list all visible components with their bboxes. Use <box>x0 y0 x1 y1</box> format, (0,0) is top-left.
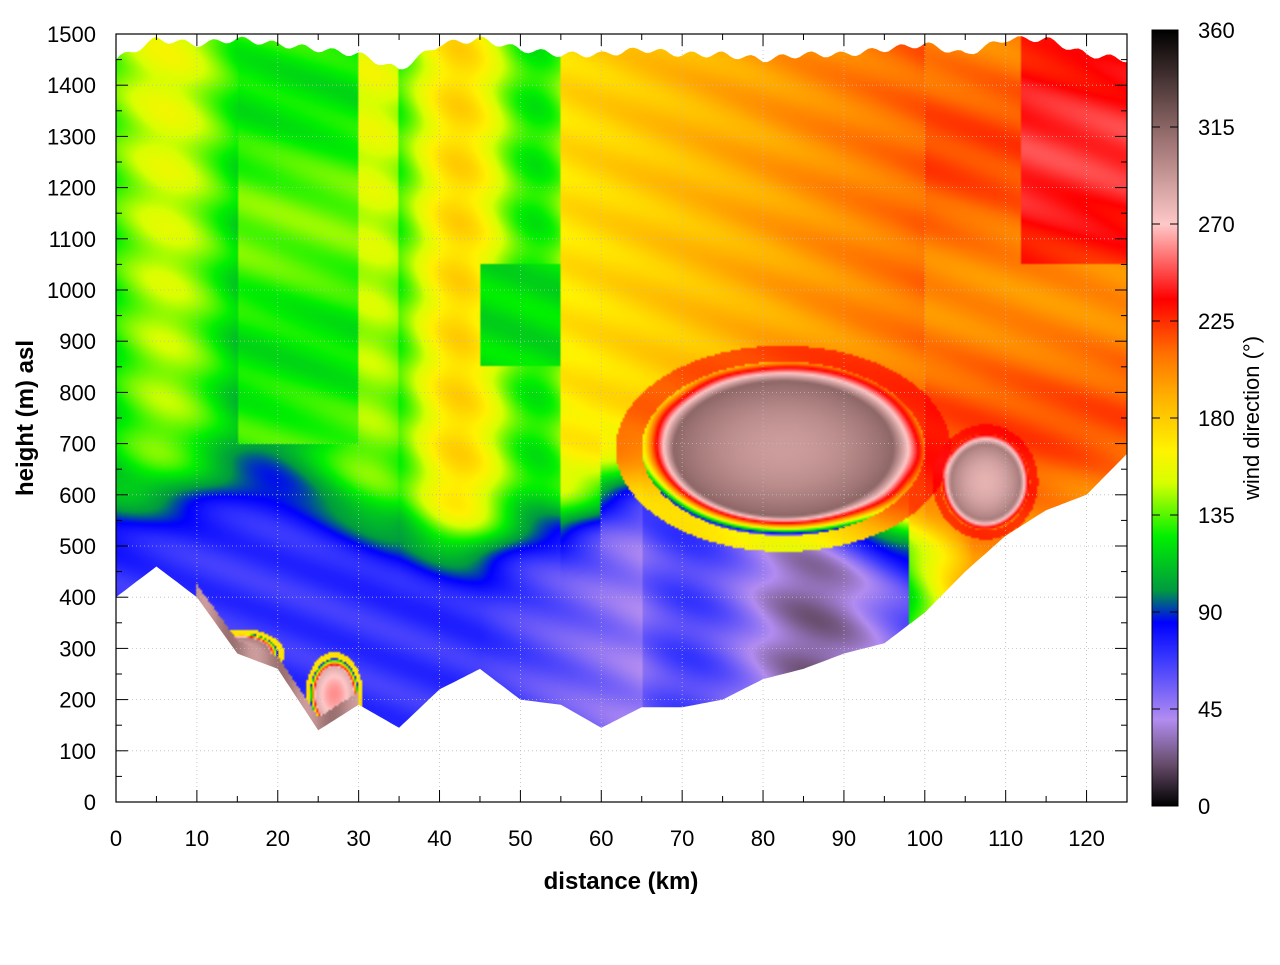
y-tick-label: 1500 <box>47 22 96 47</box>
y-tick-label: 400 <box>59 585 96 610</box>
x-tick-label: 20 <box>266 826 290 851</box>
y-tick-label: 1000 <box>47 278 96 303</box>
y-axis-ticks: 0 100 200 300 400 500 600 700 800 900 1000 1100 1200… <box>47 22 1127 815</box>
y-tick-label: 1100 <box>49 227 96 252</box>
x-tick-label: 60 <box>589 826 613 851</box>
colorbar-tick-label: 45 <box>1198 697 1222 722</box>
y-tick-label: 700 <box>59 432 96 457</box>
colorbar-tick-label: 315 <box>1198 115 1235 140</box>
colorbar-tick-label: 270 <box>1198 212 1235 237</box>
y-tick-label: 300 <box>59 636 96 661</box>
x-tick-label: 0 <box>110 826 122 851</box>
y-tick-label: 1200 <box>47 176 96 201</box>
y-tick-label: 200 <box>59 688 96 713</box>
colorbar: 0 45 90 135 180 225 270 315 360 wind direction (… <box>1151 18 1264 819</box>
x-tick-label: 40 <box>427 826 451 851</box>
x-tick-label: 10 <box>185 826 209 851</box>
x-tick-label: 80 <box>751 826 775 851</box>
grid-lines <box>115 33 1127 803</box>
y-tick-label: 600 <box>59 483 96 508</box>
y-tick-label: 900 <box>59 329 96 354</box>
x-tick-label: 90 <box>832 826 856 851</box>
colorbar-tick-label: 0 <box>1198 794 1210 819</box>
x-tick-label: 30 <box>346 826 370 851</box>
x-tick-label: 100 <box>906 826 943 851</box>
colorbar-tick-label: 90 <box>1198 600 1222 625</box>
y-tick-label: 800 <box>59 380 96 405</box>
x-axis-ticks: 0 10 20 30 40 50 60 70 80 90 100 110 120 <box>110 34 1105 851</box>
colorbar-ticks: 0 45 90 135 180 225 270 315 360 <box>1152 18 1235 819</box>
y-axis-label: height (m) asl <box>12 340 39 496</box>
x-tick-label: 110 <box>988 826 1023 851</box>
colorbar-tick-label: 180 <box>1198 406 1235 431</box>
y-tick-label: 500 <box>59 534 96 559</box>
x-tick-label: 50 <box>508 826 532 851</box>
colorbar-tick-label: 135 <box>1198 503 1235 528</box>
y-tick-label: 100 <box>59 739 96 764</box>
y-tick-label: 1400 <box>47 73 96 98</box>
x-axis-label: distance (km) <box>544 868 699 895</box>
y-tick-label: 1300 <box>47 124 96 149</box>
colorbar-tick-label: 360 <box>1198 18 1235 43</box>
y-tick-label: 0 <box>84 790 96 815</box>
colorbar-label: wind direction (°) <box>1239 336 1264 501</box>
colorbar-tick-label: 225 <box>1198 309 1235 334</box>
x-tick-label: 70 <box>670 826 694 851</box>
x-tick-label: 120 <box>1068 826 1105 851</box>
